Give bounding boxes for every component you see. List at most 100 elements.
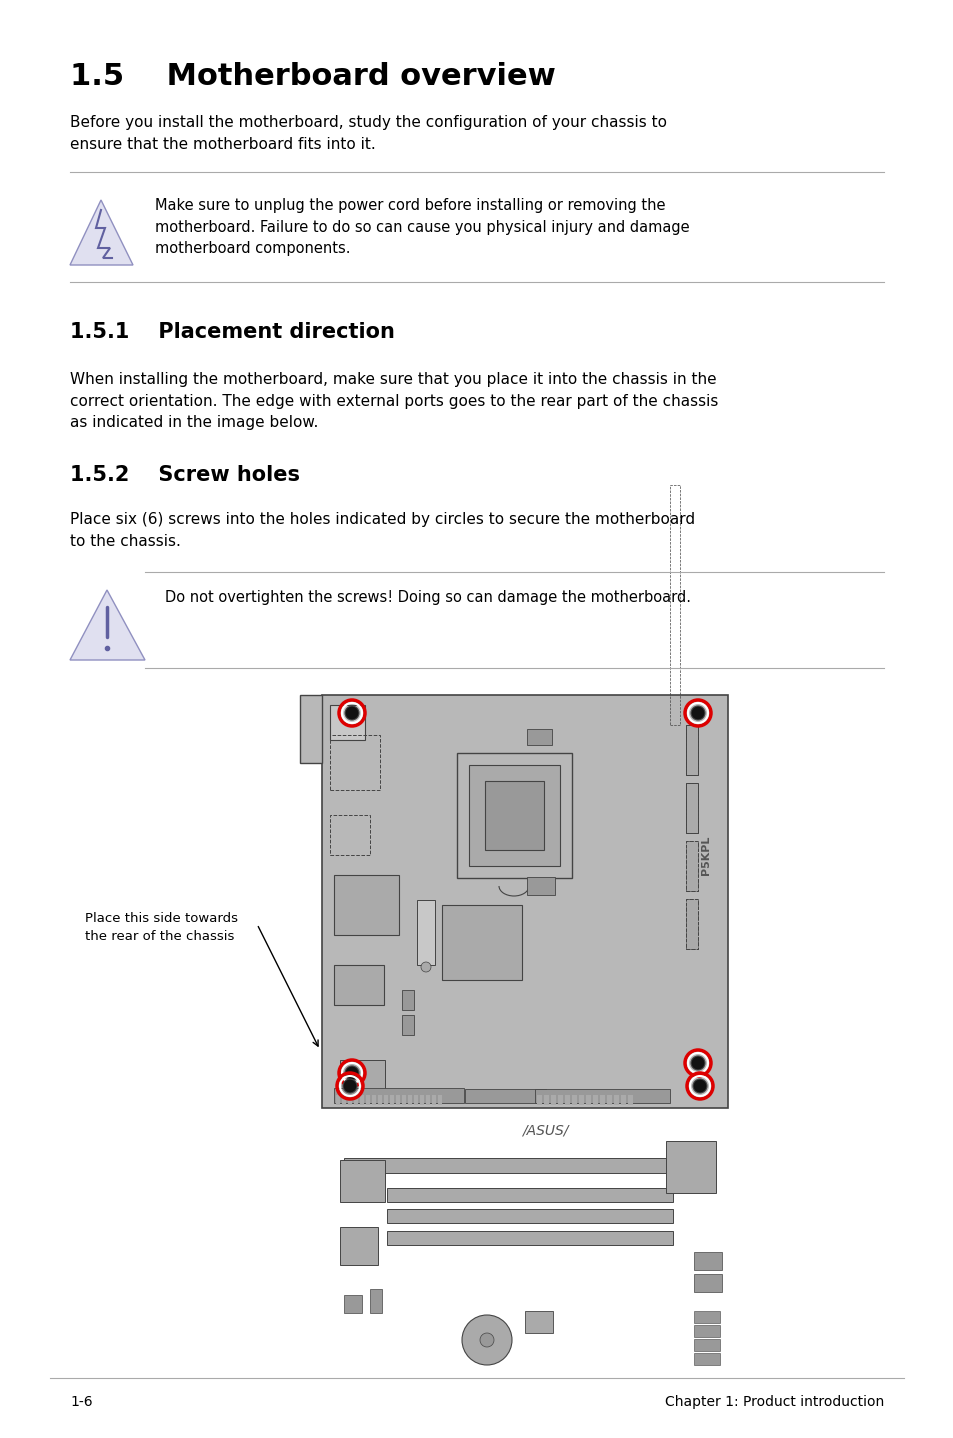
Bar (685, 725, 698, 775)
Bar (669, 485, 679, 725)
Bar (614, 1094, 618, 1104)
Bar (387, 1231, 672, 1245)
Bar (685, 725, 698, 775)
Bar (344, 1158, 667, 1173)
Text: P5KPL: P5KPL (700, 835, 710, 874)
Bar (685, 899, 698, 949)
Bar (685, 784, 698, 833)
Circle shape (345, 1066, 358, 1080)
Bar (543, 1094, 548, 1104)
Bar (354, 1094, 357, 1104)
Circle shape (461, 1314, 512, 1365)
Bar (414, 1094, 417, 1104)
Bar (627, 1094, 633, 1104)
Text: Do not overtighten the screws! Doing so can damage the motherboard.: Do not overtighten the screws! Doing so … (165, 590, 690, 605)
Circle shape (692, 1078, 706, 1093)
Polygon shape (70, 200, 132, 265)
Bar (372, 1094, 375, 1104)
Bar (359, 1094, 364, 1104)
Bar (377, 1094, 381, 1104)
Circle shape (345, 706, 358, 720)
Circle shape (343, 1078, 356, 1093)
Bar (526, 729, 552, 745)
Bar (526, 877, 555, 894)
Bar (693, 1324, 720, 1337)
Text: Place six (6) screws into the holes indicated by circles to secure the motherboa: Place six (6) screws into the holes indi… (70, 512, 695, 549)
Bar (419, 1094, 423, 1104)
Bar (384, 1094, 388, 1104)
Bar (693, 1353, 720, 1365)
Bar (387, 1188, 672, 1202)
Bar (685, 841, 698, 892)
Bar (330, 705, 365, 741)
Bar (339, 1160, 385, 1202)
Bar (408, 1094, 412, 1104)
Polygon shape (70, 590, 145, 660)
Text: 1.5.1    Placement direction: 1.5.1 Placement direction (70, 322, 395, 342)
Circle shape (690, 706, 704, 720)
Bar (401, 989, 414, 1009)
Bar (685, 784, 698, 833)
Bar (469, 765, 559, 866)
Bar (366, 1094, 370, 1104)
Bar (693, 1252, 721, 1270)
Circle shape (420, 962, 431, 972)
Bar (335, 1094, 339, 1104)
Circle shape (479, 1333, 494, 1347)
Bar (572, 1094, 577, 1104)
Bar (537, 1094, 541, 1104)
Bar (620, 1094, 625, 1104)
Bar (330, 815, 370, 856)
Bar (426, 1094, 430, 1104)
Bar (395, 1094, 399, 1104)
Bar (437, 1094, 441, 1104)
Bar (456, 754, 572, 879)
Text: Chapter 1: Product introduction: Chapter 1: Product introduction (664, 1395, 883, 1409)
Bar (693, 1274, 721, 1291)
Bar (390, 1094, 394, 1104)
Bar (558, 1094, 562, 1104)
Text: 1-6: 1-6 (70, 1395, 92, 1409)
Bar (416, 900, 435, 965)
Bar (685, 841, 698, 892)
Bar (441, 905, 521, 981)
Bar (551, 1094, 556, 1104)
Bar (524, 1311, 553, 1333)
Text: /ASUS/: /ASUS/ (521, 1123, 568, 1137)
Bar (341, 1094, 346, 1104)
Bar (339, 1227, 377, 1265)
Text: When installing the motherboard, make sure that you place it into the chassis in: When installing the motherboard, make su… (70, 372, 718, 430)
Bar (665, 1140, 716, 1194)
Bar (334, 874, 398, 935)
Text: 1.5.2    Screw holes: 1.5.2 Screw holes (70, 464, 299, 485)
Bar (322, 695, 727, 1109)
Bar (564, 1094, 569, 1104)
Bar (299, 695, 322, 764)
Text: 1.5    Motherboard overview: 1.5 Motherboard overview (70, 62, 556, 91)
Bar (606, 1094, 612, 1104)
Bar (387, 1209, 672, 1222)
Circle shape (690, 1055, 704, 1070)
Bar (432, 1094, 436, 1104)
Bar (348, 1094, 352, 1104)
Text: Place this side towards
the rear of the chassis: Place this side towards the rear of the … (85, 912, 237, 943)
Bar (330, 735, 379, 789)
Bar (593, 1094, 598, 1104)
Bar (334, 1089, 463, 1103)
Bar (578, 1094, 583, 1104)
Bar (401, 1015, 414, 1035)
Bar (464, 1089, 545, 1103)
Bar (339, 1060, 385, 1094)
Bar (685, 899, 698, 949)
Bar (693, 1311, 720, 1323)
Bar (334, 965, 384, 1005)
Bar (484, 781, 543, 850)
Bar (370, 1288, 381, 1313)
Text: Before you install the motherboard, study the configuration of your chassis to
e: Before you install the motherboard, stud… (70, 115, 666, 151)
Bar (344, 1296, 361, 1313)
Bar (535, 1089, 669, 1103)
Bar (401, 1094, 406, 1104)
Text: Make sure to unplug the power cord before installing or removing the
motherboard: Make sure to unplug the power cord befor… (154, 198, 689, 256)
Bar (585, 1094, 590, 1104)
Bar (693, 1339, 720, 1350)
